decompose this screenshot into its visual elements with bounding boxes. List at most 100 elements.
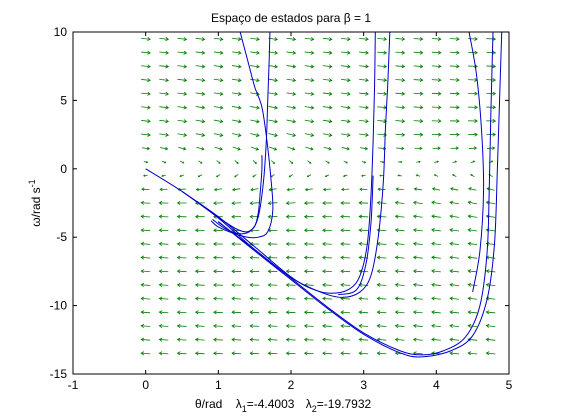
vector-arrow (340, 37, 351, 42)
vector-arrow (213, 269, 223, 274)
vector-arrow (197, 174, 203, 178)
vector-arrow (341, 187, 350, 192)
vector-arrow (467, 282, 478, 287)
vector-arrow (322, 323, 332, 329)
vector-arrow (431, 310, 441, 315)
vector-arrow (449, 282, 460, 287)
vector-arrow (141, 187, 150, 191)
vector-arrow (322, 228, 332, 233)
vector-arrow (412, 296, 423, 301)
vector-arrow (180, 160, 185, 164)
vector-arrow (340, 50, 351, 55)
vector-arrow (449, 64, 460, 69)
vector-arrow (431, 255, 441, 260)
vector-arrow (143, 161, 149, 164)
vector-arrow (158, 296, 169, 301)
vector-arrow (141, 78, 151, 83)
vector-arrow (140, 351, 151, 356)
vector-arrow (468, 146, 478, 150)
vector-arrow (394, 241, 405, 246)
vector-arrow (467, 310, 478, 315)
vector-arrow (340, 241, 351, 246)
y-axis-label: ω/rad s-1 (27, 179, 43, 226)
vector-arrow (358, 228, 369, 233)
vector-arrow (486, 50, 497, 55)
vector-arrow (413, 78, 424, 83)
vector-arrow (431, 282, 441, 287)
vector-arrow (431, 105, 442, 110)
vector-arrow (412, 214, 423, 219)
vector-arrow (285, 296, 296, 301)
trajectory-line (181, 31, 494, 356)
vector-arrow (194, 214, 205, 219)
vector-arrow (379, 160, 385, 164)
vector-arrow (449, 105, 460, 110)
vector-arrow (340, 228, 351, 233)
vector-arrow (486, 64, 497, 69)
vector-arrow (322, 78, 333, 83)
vector-arrow (213, 78, 224, 83)
vector-arrow (358, 323, 369, 328)
vector-arrow (141, 119, 151, 124)
vector-arrow (395, 187, 404, 191)
vector-arrow (213, 337, 223, 342)
vector-arrow (176, 323, 187, 328)
vector-arrow (231, 296, 242, 301)
vector-arrow (485, 323, 496, 328)
y-tick-label: -10 (50, 299, 68, 313)
vector-arrow (249, 255, 260, 260)
vector-arrow (140, 323, 151, 328)
vector-arrow (322, 105, 333, 110)
vector-arrow (449, 323, 460, 328)
vector-arrow (358, 351, 369, 356)
vector-arrow (141, 50, 151, 55)
vector-arrow (213, 133, 224, 138)
vector-arrow (232, 133, 242, 138)
vector-arrow (288, 174, 293, 178)
vector-arrow (377, 50, 388, 55)
vector-arrow (140, 310, 151, 315)
vector-arrow (322, 310, 332, 315)
vector-arrow (361, 160, 367, 164)
vector-arrow (485, 337, 496, 342)
vector-arrow (413, 132, 424, 137)
vector-arrow (412, 200, 423, 205)
vector-arrow (377, 91, 388, 96)
vector-arrow (468, 105, 478, 110)
vector-arrow (250, 187, 259, 192)
vector-arrow (285, 255, 296, 260)
vector-arrow (176, 296, 187, 301)
vector-arrow (213, 105, 224, 110)
vector-arrow (231, 214, 242, 219)
vector-arrow (412, 337, 423, 342)
vector-arrow (359, 64, 369, 69)
vector-arrow (431, 132, 442, 137)
vector-arrow (303, 214, 314, 219)
vector-arrow (198, 160, 203, 164)
vector-arrow (303, 269, 314, 274)
vector-arrow (449, 310, 460, 315)
vector-arrow (250, 50, 260, 55)
vector-arrow (250, 64, 260, 69)
vector-arrow (140, 269, 151, 274)
vector-arrow (231, 91, 242, 96)
vector-arrow (195, 105, 206, 110)
vector-arrow (394, 337, 405, 342)
vector-arrow (376, 337, 387, 342)
vector-arrow (177, 105, 188, 110)
vector-arrow (231, 255, 242, 260)
vector-arrow (376, 214, 387, 219)
vector-arrow (177, 37, 188, 42)
lambda1-value: =-4.4003 (247, 397, 295, 411)
vector-arrow (268, 119, 278, 124)
vector-arrow (376, 351, 387, 356)
vector-arrow (431, 296, 441, 301)
vector-arrow (286, 187, 295, 192)
vector-arrow (379, 174, 384, 177)
vector-arrow (394, 200, 405, 205)
vector-arrow (376, 255, 387, 260)
vector-arrow (195, 133, 206, 138)
vector-arrow (267, 282, 278, 288)
